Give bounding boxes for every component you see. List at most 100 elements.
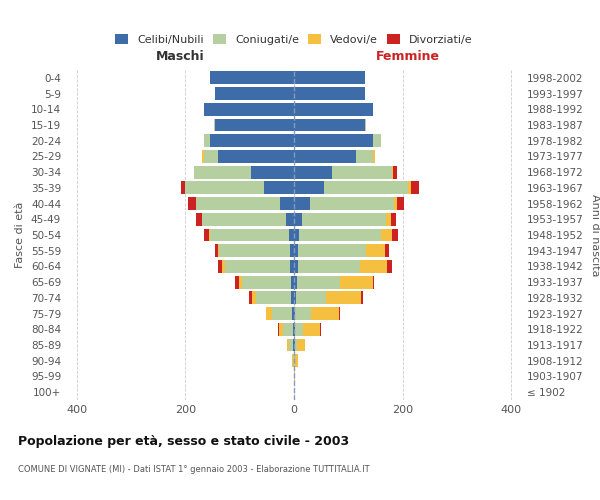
Bar [215, 87, 294, 100]
Bar [290, 244, 294, 257]
Bar [391, 213, 395, 226]
Bar [266, 307, 272, 320]
Bar [295, 354, 298, 367]
Bar [293, 354, 294, 367]
Bar [294, 354, 295, 367]
Legend: Celibi/Nubili, Coniugati/e, Vedovi/e, Divorziati/e: Celibi/Nubili, Coniugati/e, Vedovi/e, Di… [111, 30, 477, 49]
Bar [393, 166, 397, 178]
Bar [219, 244, 290, 257]
Bar [279, 323, 283, 336]
Text: COMUNE DI VIGNATE (MI) - Dati ISTAT 1° gennaio 2003 - Elaborazione TUTTITALIA.IT: COMUNE DI VIGNATE (MI) - Dati ISTAT 1° g… [18, 465, 370, 474]
Bar [295, 307, 311, 320]
Bar [302, 213, 386, 226]
Y-axis label: Anni di nascita: Anni di nascita [590, 194, 600, 276]
Bar [338, 307, 340, 320]
Bar [292, 307, 294, 320]
Bar [397, 197, 404, 210]
Bar [181, 182, 185, 194]
Bar [209, 228, 211, 241]
Bar [361, 292, 363, 304]
Text: Popolazione per età, sesso e stato civile - 2003: Popolazione per età, sesso e stato civil… [18, 435, 349, 448]
Bar [239, 276, 242, 288]
Bar [296, 292, 326, 304]
Bar [290, 260, 294, 273]
Bar [272, 307, 292, 320]
Bar [294, 87, 365, 100]
Bar [411, 182, 419, 194]
Bar [365, 244, 385, 257]
Bar [286, 213, 294, 226]
Bar [205, 150, 218, 163]
Bar [250, 292, 251, 304]
Bar [373, 134, 381, 147]
Bar [297, 338, 305, 351]
Bar [294, 307, 295, 320]
Bar [294, 103, 373, 116]
Bar [392, 166, 393, 178]
Bar [210, 72, 294, 85]
Bar [291, 276, 294, 288]
Bar [294, 244, 298, 257]
Bar [373, 276, 374, 288]
Bar [223, 260, 224, 273]
Bar [224, 260, 290, 273]
Bar [214, 118, 215, 132]
Bar [295, 323, 303, 336]
Bar [194, 166, 251, 178]
Bar [278, 323, 279, 336]
Bar [188, 197, 196, 210]
Bar [251, 166, 294, 178]
Bar [202, 213, 286, 226]
Bar [298, 260, 360, 273]
Bar [251, 292, 256, 304]
Bar [326, 292, 361, 304]
Bar [235, 276, 239, 288]
Bar [280, 197, 294, 210]
Bar [289, 228, 294, 241]
Bar [294, 166, 332, 178]
Bar [242, 276, 291, 288]
Bar [408, 182, 411, 194]
Bar [289, 338, 293, 351]
Text: Maschi: Maschi [155, 50, 205, 64]
Bar [291, 292, 294, 304]
Bar [294, 134, 373, 147]
Bar [218, 260, 223, 273]
Bar [185, 182, 264, 194]
Bar [196, 213, 202, 226]
Bar [215, 118, 294, 132]
Bar [294, 276, 297, 288]
Bar [293, 323, 294, 336]
Bar [311, 307, 338, 320]
Bar [373, 150, 376, 163]
Bar [211, 228, 289, 241]
Bar [388, 260, 392, 273]
Bar [303, 323, 320, 336]
Bar [196, 197, 280, 210]
Bar [215, 244, 218, 257]
Bar [205, 134, 210, 147]
Bar [294, 323, 295, 336]
Bar [310, 197, 394, 210]
Bar [202, 150, 205, 163]
Bar [294, 182, 324, 194]
Bar [299, 228, 381, 241]
Y-axis label: Fasce di età: Fasce di età [16, 202, 25, 268]
Bar [218, 150, 294, 163]
Bar [294, 260, 298, 273]
Bar [294, 228, 299, 241]
Bar [297, 276, 340, 288]
Bar [340, 276, 373, 288]
Bar [294, 150, 356, 163]
Bar [294, 197, 310, 210]
Bar [386, 213, 391, 226]
Bar [283, 323, 293, 336]
Bar [324, 182, 408, 194]
Bar [294, 292, 296, 304]
Bar [332, 166, 392, 178]
Bar [298, 244, 365, 257]
Bar [256, 292, 291, 304]
Bar [294, 72, 365, 85]
Bar [356, 150, 373, 163]
Text: Femmine: Femmine [376, 50, 440, 64]
